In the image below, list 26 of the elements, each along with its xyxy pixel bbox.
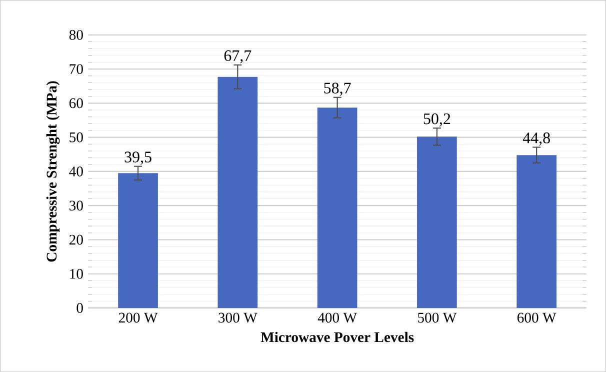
y-tick-label: 60 — [69, 98, 83, 108]
data-label: 50,2 — [424, 113, 450, 126]
y-tick-label: 20 — [69, 234, 83, 245]
x-tick-label: 300 W — [218, 312, 258, 323]
bar — [516, 154, 557, 308]
y-tick-label: 80 — [69, 30, 83, 40]
x-tick-label: 400 W — [318, 312, 357, 323]
bar — [218, 76, 258, 308]
x-axis-title: Microwave Pover Levels — [260, 332, 414, 342]
data-label: 58,7 — [324, 82, 351, 96]
y-tick-label: 70 — [70, 64, 83, 74]
data-label: 67,7 — [224, 50, 252, 64]
x-tick-label: 500 W — [418, 312, 457, 323]
bar — [417, 136, 457, 308]
data-label: 44,8 — [522, 132, 550, 146]
y-tick-label: 10 — [70, 268, 83, 279]
y-tick-label: 40 — [69, 166, 83, 176]
y-tick-label: 50 — [70, 132, 83, 142]
data-label: 39,5 — [124, 152, 152, 165]
y-tick-label: 30 — [70, 200, 83, 210]
x-tick-label: 200 W — [118, 312, 158, 323]
bar — [317, 108, 358, 308]
x-tick-label: 600 W — [517, 312, 556, 323]
y-tick-label: 0 — [76, 302, 83, 313]
y-axis-title: Compressive Strenght (MPa) — [46, 81, 60, 262]
bar — [118, 173, 158, 308]
